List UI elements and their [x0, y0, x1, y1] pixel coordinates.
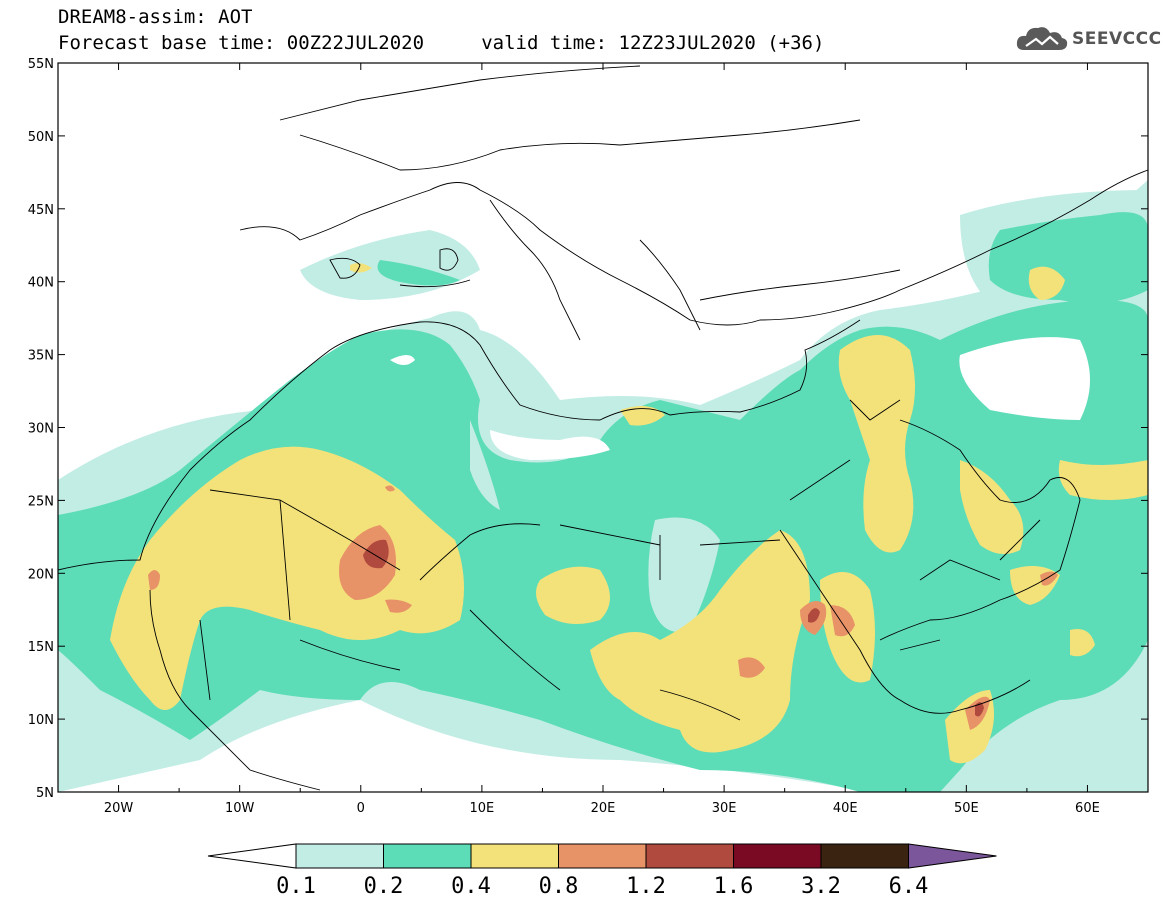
colorbar-box: [470, 843, 559, 869]
lat-axis: 55N 50N 45N 40N 35N 30N 25N 20N 15N 10N 5N: [28, 57, 1148, 801]
colorbar-box: [820, 843, 909, 869]
lat-tick-label: 20N: [28, 567, 54, 582]
colorbar-box: [383, 843, 472, 869]
lat-tick-label: 10N: [28, 713, 54, 728]
colorbar-label: 0.2: [364, 874, 404, 899]
map-title: DREAM8-assim: AOT: [58, 6, 253, 28]
lat-tick-label: 15N: [28, 640, 54, 655]
colorbar-box: [558, 843, 647, 869]
lon-axis: 20W 10W 0 10E 20E 30E 40E 50E 60E: [57, 63, 1149, 816]
lon-tick-label: 10E: [470, 801, 495, 816]
forecast-times: Forecast base time: 00Z22JUL2020 valid t…: [58, 32, 825, 54]
colorbar-low-arrow: [207, 843, 297, 869]
colorbar-high-arrow: [908, 843, 997, 869]
lat-tick-label: 40N: [28, 276, 54, 291]
lon-tick-label: 60E: [1075, 801, 1100, 816]
lon-tick-label: 20E: [591, 801, 616, 816]
cloud-icon: [1016, 27, 1068, 50]
colorbar-label: 1.2: [626, 874, 666, 899]
lon-tick-label: 30E: [712, 801, 737, 816]
lat-tick-label: 35N: [28, 349, 54, 364]
colorbar-label: 1.6: [714, 874, 754, 899]
colorbar-label: 6.4: [889, 874, 929, 899]
lat-tick-label: 50N: [28, 130, 54, 145]
lon-tick-label: 20W: [104, 801, 134, 816]
colorbar-box: [295, 843, 384, 869]
seevccc-logo: SEEVCCC: [1016, 22, 1162, 56]
lon-tick-label: 50E: [954, 801, 979, 816]
colorbar-label: 0.4: [451, 874, 491, 899]
lat-tick-label: 45N: [28, 203, 54, 218]
colorbar-label: 0.1: [276, 874, 316, 899]
colorbar-label: 0.8: [539, 874, 579, 899]
lat-tick-label: 5N: [36, 786, 54, 801]
colorbar-box: [733, 843, 822, 869]
colorbar-box: [645, 843, 734, 869]
logo-text: SEEVCCC: [1072, 29, 1162, 49]
lon-tick-label: 10W: [225, 801, 255, 816]
lon-tick-label: 40E: [833, 801, 858, 816]
colorbar-label: 3.2: [801, 874, 841, 899]
lat-tick-label: 25N: [28, 494, 54, 509]
coastlines-borders: [58, 65, 1148, 791]
lat-tick-label: 55N: [28, 57, 54, 72]
aot-field: [58, 180, 1148, 792]
lon-tick-label: 0: [357, 801, 365, 816]
lat-tick-label: 30N: [28, 422, 54, 437]
